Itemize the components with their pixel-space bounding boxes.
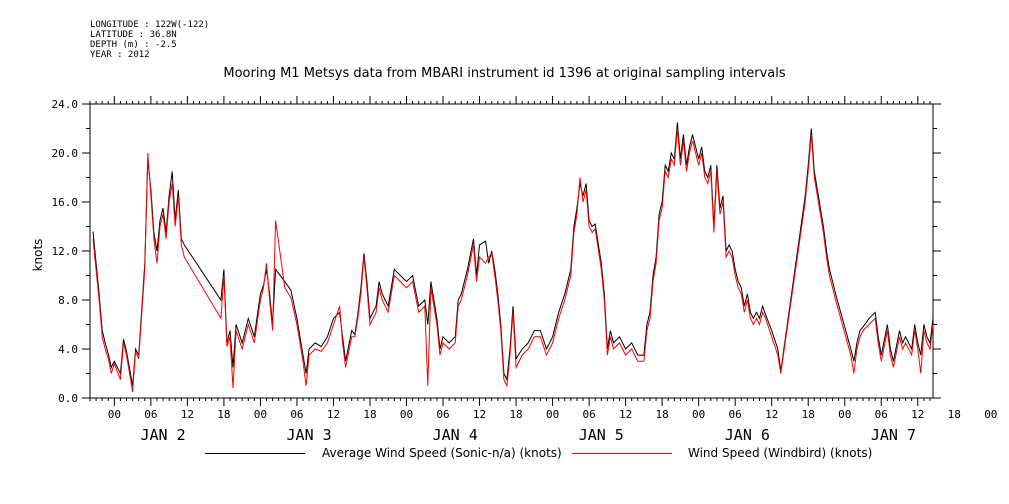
x-hour-label: 12 <box>181 408 194 421</box>
x-hour-label: 06 <box>875 408 888 421</box>
y-tick-label: 20.0 <box>52 147 79 160</box>
x-hour-label: 00 <box>984 408 997 421</box>
x-hour-label: 06 <box>290 408 303 421</box>
x-hour-label: 00 <box>838 408 851 421</box>
x-day-label: JAN 7 <box>871 426 916 444</box>
x-hour-label: 18 <box>948 408 961 421</box>
x-hour-label: 06 <box>436 408 449 421</box>
x-hour-label: 12 <box>473 408 486 421</box>
depth-label: DEPTH (m) : -2.5 <box>90 40 177 50</box>
y-tick-label: 8.0 <box>58 294 78 307</box>
legend-label-series-1: Average Wind Speed (Sonic-n/a) (knots) <box>322 446 562 460</box>
x-day-label: JAN 6 <box>725 426 770 444</box>
x-hour-label: 18 <box>656 408 669 421</box>
longitude-label: LONGITUDE : 122W(-122) <box>90 20 210 30</box>
x-day-label: JAN 2 <box>140 426 185 444</box>
y-tick-label: 24.0 <box>52 98 79 111</box>
x-hour-label: 18 <box>802 408 815 421</box>
metadata-block: LONGITUDE : 122W(-122) LATITUDE : 36.8N … <box>90 20 209 60</box>
legend-label-series-2: Wind Speed (Windbird) (knots) <box>688 446 873 460</box>
x-day-label: JAN 3 <box>287 426 332 444</box>
x-hour-label: 00 <box>692 408 705 421</box>
x-hour-label: 06 <box>729 408 742 421</box>
y-tick-label: 16.0 <box>52 196 79 209</box>
x-hour-label: 12 <box>765 408 778 421</box>
x-hour-label: 18 <box>217 408 230 421</box>
x-hour-label: 00 <box>254 408 267 421</box>
legend-line-series-2 <box>572 453 672 454</box>
y-tick-label: 12.0 <box>52 245 79 258</box>
x-hour-label: 06 <box>144 408 157 421</box>
latitude-label: LATITUDE : 36.8N <box>90 30 177 40</box>
x-hour-label: 00 <box>108 408 121 421</box>
plot-frame <box>89 103 934 399</box>
series-layer <box>92 122 934 392</box>
y-axis-label: knots <box>31 239 45 272</box>
x-hour-label: 12 <box>619 408 632 421</box>
x-day-label: JAN 4 <box>433 426 478 444</box>
legend-line-series-1 <box>205 453 305 454</box>
series-line-2 <box>92 128 934 392</box>
x-hour-label: 00 <box>546 408 559 421</box>
year-label: YEAR : 2012 <box>90 50 150 60</box>
x-day-label: JAN 5 <box>579 426 624 444</box>
x-hour-label: 12 <box>911 408 924 421</box>
x-hour-label: 00 <box>400 408 413 421</box>
x-hour-label: 06 <box>582 408 595 421</box>
series-line-1 <box>92 122 934 386</box>
x-hour-label: 12 <box>327 408 340 421</box>
x-hour-label: 18 <box>509 408 522 421</box>
axes-group: 0.0 4.0 8.0 12.0 16.0 20.0 24.0 00 06 12 18 00 06 12 1… <box>52 96 997 444</box>
y-tick-label: 0.0 <box>58 392 78 405</box>
legend: Average Wind Speed (Sonic-n/a) (knots) W… <box>0 444 1009 464</box>
y-tick-label: 4.0 <box>58 343 78 356</box>
x-hour-label: 18 <box>363 408 376 421</box>
chart-title: Mooring M1 Metsys data from MBARI instru… <box>223 66 786 81</box>
